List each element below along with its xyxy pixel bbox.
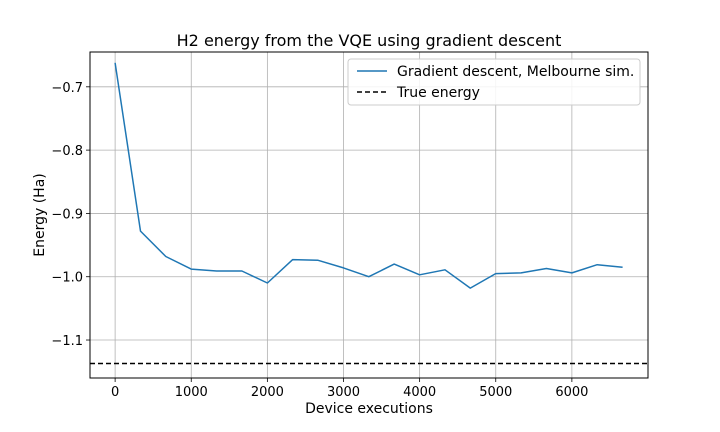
y-axis-label: Energy (Ha) [32,173,48,257]
x-tick-label: 1000 [175,385,208,400]
x-tick-label: 2000 [251,385,284,400]
y-tick-label: −1.0 [51,271,83,286]
x-tick-label: 5000 [479,385,512,400]
y-tick-label: −0.9 [51,207,83,222]
series-layer [90,62,648,365]
legend-label-gradient-descent: Gradient descent, Melbourne sim. [397,64,634,80]
chart-title: H2 energy from the VQE using gradient de… [177,31,562,50]
y-tick-label: −0.8 [51,144,83,159]
x-tick-label: 6000 [555,385,588,400]
legend-box [347,58,641,106]
legend-label-true-energy: True energy [396,85,480,101]
y-tick-label: −1.1 [51,334,83,349]
plot-frame [89,51,649,379]
x-tick-label: 4000 [403,385,436,400]
ticks: 0 1000 2000 3000 4000 5000 6000 −0.7 −0.8 −0.9 −1.… [51,81,588,400]
y-tick-label: −0.7 [51,81,83,96]
grid [90,52,648,378]
x-tick-label: 0 [111,385,119,400]
gradient-descent-line [114,62,623,289]
legend: Gradient descent, Melbourne sim. True en… [347,58,641,106]
x-axis-label: Device executions [305,401,433,417]
x-tick-label: 3000 [327,385,360,400]
